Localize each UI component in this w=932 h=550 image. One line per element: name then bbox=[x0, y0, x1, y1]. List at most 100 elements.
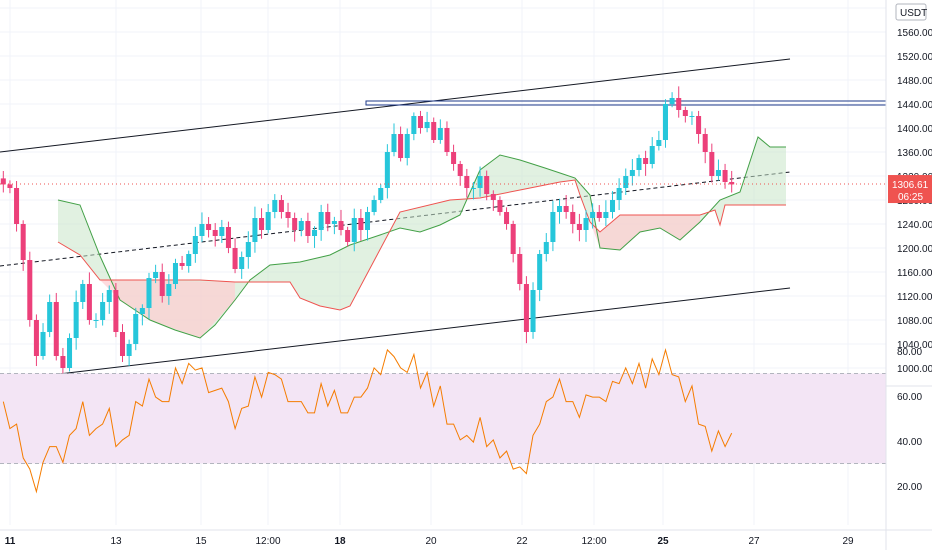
candle-body[interactable] bbox=[510, 224, 516, 254]
candle-body[interactable] bbox=[596, 212, 602, 218]
candle-body[interactable] bbox=[629, 170, 635, 176]
candle-body[interactable] bbox=[722, 170, 728, 182]
candle-body[interactable] bbox=[457, 164, 463, 176]
candle-body[interactable] bbox=[119, 332, 126, 356]
candle-body[interactable] bbox=[649, 146, 655, 164]
candle-body[interactable] bbox=[563, 206, 569, 212]
candle-body[interactable] bbox=[682, 110, 688, 116]
candle-body[interactable] bbox=[278, 200, 284, 212]
candle-body[interactable] bbox=[583, 218, 589, 230]
candle-body[interactable] bbox=[656, 140, 662, 146]
candle-body[interactable] bbox=[252, 218, 258, 242]
candle-body[interactable] bbox=[669, 98, 675, 104]
candle-body[interactable] bbox=[285, 212, 291, 218]
candle-body[interactable] bbox=[166, 284, 172, 296]
candle-body[interactable] bbox=[265, 212, 271, 230]
candle-body[interactable] bbox=[139, 308, 145, 314]
candle-body[interactable] bbox=[715, 170, 721, 176]
candle-body[interactable] bbox=[702, 134, 708, 152]
candle-body[interactable] bbox=[603, 212, 609, 218]
candle-body[interactable] bbox=[179, 263, 185, 266]
candle-body[interactable] bbox=[292, 218, 298, 230]
candle-body[interactable] bbox=[53, 302, 59, 356]
candle-body[interactable] bbox=[67, 338, 73, 368]
candle-body[interactable] bbox=[623, 176, 629, 188]
candle-body[interactable] bbox=[325, 212, 331, 224]
candle-body[interactable] bbox=[212, 230, 218, 236]
candle-body[interactable] bbox=[391, 134, 397, 152]
candle-body[interactable] bbox=[523, 284, 529, 332]
candle-body[interactable] bbox=[153, 272, 159, 278]
candle-body[interactable] bbox=[27, 260, 33, 320]
candle-body[interactable] bbox=[318, 212, 324, 230]
candle-body[interactable] bbox=[431, 122, 437, 140]
candle-body[interactable] bbox=[206, 224, 212, 230]
candle-body[interactable] bbox=[384, 152, 390, 188]
candle-body[interactable] bbox=[20, 224, 26, 260]
candle-body[interactable] bbox=[676, 98, 682, 110]
candle-body[interactable] bbox=[239, 257, 245, 269]
candle-body[interactable] bbox=[497, 200, 503, 212]
candle-body[interactable] bbox=[33, 320, 39, 356]
candle-body[interactable] bbox=[192, 236, 198, 254]
candle-body[interactable] bbox=[331, 221, 337, 224]
candle-body[interactable] bbox=[219, 227, 225, 236]
candle-body[interactable] bbox=[259, 218, 265, 230]
candle-body[interactable] bbox=[437, 128, 443, 140]
candle-body[interactable] bbox=[729, 182, 735, 185]
candle-body[interactable] bbox=[616, 188, 622, 200]
candle-body[interactable] bbox=[378, 188, 384, 200]
candle-body[interactable] bbox=[0, 178, 6, 185]
candle-body[interactable] bbox=[225, 227, 231, 248]
candle-body[interactable] bbox=[371, 200, 377, 212]
candle-body[interactable] bbox=[199, 224, 205, 236]
candle-body[interactable] bbox=[73, 302, 79, 338]
candle-body[interactable] bbox=[424, 122, 430, 128]
candle-body[interactable] bbox=[570, 212, 576, 224]
candle-body[interactable] bbox=[358, 218, 364, 230]
candle-body[interactable] bbox=[709, 152, 715, 176]
candle-body[interactable] bbox=[86, 284, 92, 320]
candle-body[interactable] bbox=[543, 242, 549, 254]
candle-body[interactable] bbox=[364, 212, 371, 230]
last-price-tag[interactable] bbox=[888, 175, 932, 204]
candle-body[interactable] bbox=[590, 212, 596, 218]
candle-body[interactable] bbox=[245, 242, 251, 257]
candle-body[interactable] bbox=[159, 272, 165, 296]
candle-body[interactable] bbox=[484, 176, 490, 194]
candle-body[interactable] bbox=[338, 221, 344, 230]
candle-body[interactable] bbox=[537, 254, 543, 290]
channel-lower-line[interactable] bbox=[24, 287, 791, 379]
candle-body[interactable] bbox=[186, 254, 192, 266]
candle-body[interactable] bbox=[47, 302, 53, 332]
candle-body[interactable] bbox=[398, 134, 404, 158]
candle-body[interactable] bbox=[576, 224, 582, 230]
candle-body[interactable] bbox=[550, 212, 556, 242]
rsi-line[interactable] bbox=[2, 347, 733, 494]
candle-body[interactable] bbox=[305, 221, 311, 236]
candle-body[interactable] bbox=[146, 278, 152, 308]
candle-body[interactable] bbox=[40, 332, 46, 356]
candle-body[interactable] bbox=[93, 320, 99, 321]
candle-body[interactable] bbox=[126, 344, 132, 356]
candle-body[interactable] bbox=[609, 200, 616, 212]
candle-body[interactable] bbox=[345, 230, 351, 242]
senkou-span-b-line[interactable] bbox=[57, 179, 786, 311]
candle-body[interactable] bbox=[404, 134, 410, 158]
candle-body[interactable] bbox=[312, 230, 318, 236]
currency-badge[interactable] bbox=[895, 3, 927, 21]
candle-body[interactable] bbox=[636, 158, 642, 170]
candle-body[interactable] bbox=[696, 116, 702, 134]
candle-body[interactable] bbox=[662, 104, 668, 140]
senkou-span-a-line[interactable] bbox=[57, 136, 786, 339]
candle-body[interactable] bbox=[351, 218, 357, 242]
candle-body[interactable] bbox=[444, 128, 450, 152]
candle-body[interactable] bbox=[470, 188, 476, 189]
candle-body[interactable] bbox=[133, 314, 139, 344]
candle-body[interactable] bbox=[272, 200, 278, 212]
candle-body[interactable] bbox=[517, 254, 523, 284]
candle-body[interactable] bbox=[417, 116, 423, 128]
candle-body[interactable] bbox=[106, 290, 112, 302]
candle-body[interactable] bbox=[530, 290, 536, 332]
